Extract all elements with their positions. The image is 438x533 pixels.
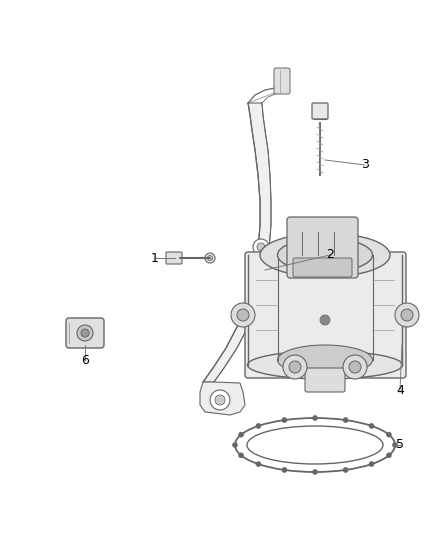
Text: 3: 3 <box>361 158 369 172</box>
Circle shape <box>81 329 89 337</box>
Circle shape <box>239 453 244 458</box>
Circle shape <box>77 325 93 341</box>
Circle shape <box>312 470 318 474</box>
Circle shape <box>320 315 330 325</box>
Ellipse shape <box>235 418 395 472</box>
Circle shape <box>256 423 261 429</box>
Circle shape <box>343 417 348 423</box>
FancyBboxPatch shape <box>66 318 104 348</box>
Circle shape <box>256 462 261 466</box>
Ellipse shape <box>278 345 372 375</box>
Circle shape <box>215 395 225 405</box>
Circle shape <box>282 417 287 423</box>
FancyBboxPatch shape <box>305 368 345 392</box>
Polygon shape <box>203 103 271 382</box>
Circle shape <box>231 303 255 327</box>
Circle shape <box>392 442 398 448</box>
Ellipse shape <box>247 426 383 464</box>
Circle shape <box>233 442 237 448</box>
Ellipse shape <box>260 233 390 277</box>
Text: 6: 6 <box>81 353 89 367</box>
Circle shape <box>312 416 318 421</box>
Circle shape <box>282 467 287 472</box>
Text: 2: 2 <box>326 248 334 262</box>
Circle shape <box>343 355 367 379</box>
Circle shape <box>395 303 419 327</box>
FancyBboxPatch shape <box>312 103 328 119</box>
Circle shape <box>369 423 374 429</box>
Polygon shape <box>200 382 245 415</box>
Text: 4: 4 <box>396 384 404 397</box>
FancyBboxPatch shape <box>274 68 290 94</box>
FancyBboxPatch shape <box>245 252 406 378</box>
Circle shape <box>349 361 361 373</box>
Circle shape <box>208 255 212 261</box>
FancyBboxPatch shape <box>166 252 182 264</box>
Circle shape <box>401 309 413 321</box>
Circle shape <box>253 239 269 255</box>
Text: 1: 1 <box>151 252 159 264</box>
Circle shape <box>205 253 215 263</box>
Circle shape <box>289 361 301 373</box>
Circle shape <box>386 453 392 458</box>
Circle shape <box>210 390 230 410</box>
Circle shape <box>343 467 348 472</box>
Ellipse shape <box>247 351 403 379</box>
Circle shape <box>257 243 265 251</box>
Circle shape <box>237 309 249 321</box>
Ellipse shape <box>278 238 372 272</box>
FancyBboxPatch shape <box>293 258 352 277</box>
Circle shape <box>239 432 244 437</box>
FancyBboxPatch shape <box>287 217 358 278</box>
Circle shape <box>283 355 307 379</box>
Circle shape <box>369 462 374 466</box>
Circle shape <box>386 432 392 437</box>
Text: 5: 5 <box>396 439 404 451</box>
